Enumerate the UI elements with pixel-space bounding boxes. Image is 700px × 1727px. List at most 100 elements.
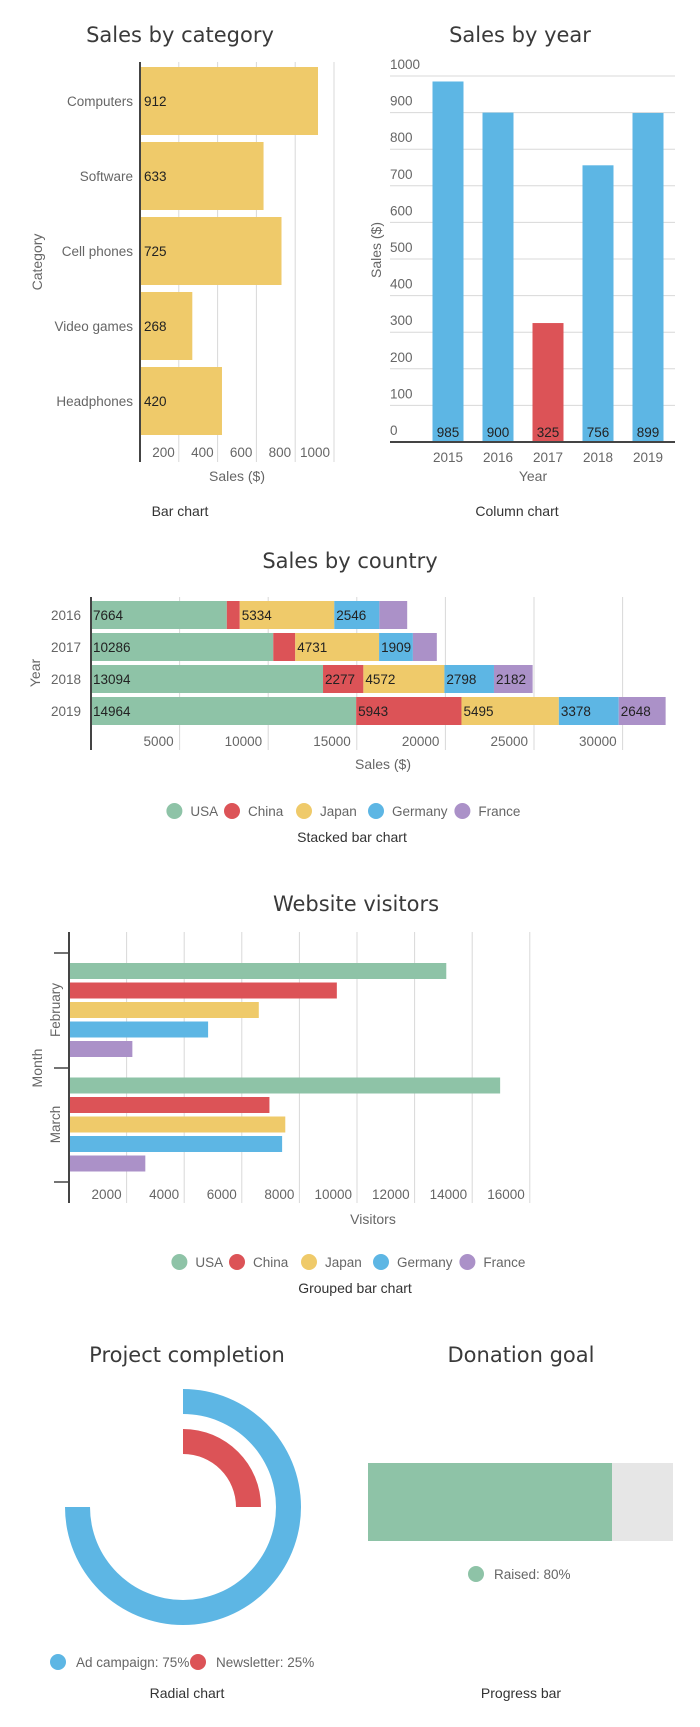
bar-japan: [69, 1002, 259, 1018]
data-label: 2546: [336, 608, 366, 623]
bar-china: [69, 982, 337, 999]
bar: [140, 367, 222, 435]
legend-item: Germany: [368, 803, 448, 819]
y-tick-label: 600: [390, 203, 413, 218]
data-label: 985: [437, 425, 460, 440]
data-label: 2648: [621, 704, 651, 719]
legend-label: USA: [195, 1255, 223, 1270]
y-axis-label: Month: [29, 1049, 45, 1088]
segment-japan: [461, 697, 559, 725]
stacked-bar-chart: Sales by country 5000 10000 15000 20000 25000…: [27, 549, 666, 845]
y-tick-label: 200: [390, 350, 413, 365]
category-label: Headphones: [56, 394, 133, 409]
segment-germany: [444, 665, 494, 693]
x-tick-label: 2000: [92, 1187, 122, 1202]
data-label: 2798: [446, 672, 476, 687]
x-tick-label: 15000: [313, 734, 351, 749]
legend-item: China: [229, 1254, 289, 1270]
bar-germany: [69, 1021, 209, 1038]
legend-item: France: [454, 803, 520, 819]
legend-label: USA: [190, 804, 218, 819]
column: [632, 112, 664, 442]
legend-swatch-icon: [224, 803, 240, 819]
legend-swatch-icon: [50, 1654, 66, 1670]
legend-swatch-icon: [166, 803, 183, 819]
x-axis-label: Sales ($): [209, 468, 265, 484]
data-label: 5334: [242, 608, 273, 623]
legend-label: France: [483, 1255, 525, 1270]
category-label: 2017: [51, 640, 81, 655]
x-tick-label: 2016: [483, 450, 513, 465]
column-chart: Sales by year 0 100 200 300 400 500 600 700 800 90…: [368, 23, 675, 519]
data-label: 1909: [381, 640, 411, 655]
segment-germany: [379, 633, 413, 661]
segment-germany: [334, 601, 380, 629]
x-tick-label: 800: [269, 445, 292, 460]
legend-item: Raised: 80%: [468, 1566, 571, 1582]
chart-title: Sales by country: [262, 549, 437, 573]
x-tick-label: 600: [230, 445, 253, 460]
legend-item: France: [459, 1254, 525, 1270]
legend-swatch-icon: [229, 1254, 245, 1270]
bar: [140, 142, 264, 210]
progress-bar-chart: Donation goal Raised: 80% Progress bar: [368, 1343, 673, 1701]
data-label: 420: [144, 394, 167, 409]
data-label: 2182: [496, 672, 526, 687]
legend-label: Raised: 80%: [494, 1567, 571, 1582]
segment-france: [412, 633, 437, 661]
category-label: Video games: [54, 319, 133, 334]
bar-chart: Sales by category 200 400 600 800 1000 Compute…: [29, 23, 335, 519]
segment-china: [226, 601, 240, 629]
bar-china: [69, 1097, 270, 1113]
chart-caption: Bar chart: [152, 503, 209, 519]
data-label: 899: [637, 425, 660, 440]
y-axis-label: Category: [29, 234, 45, 291]
data-label: 4572: [365, 672, 395, 687]
legend-swatch-icon: [454, 803, 471, 819]
data-label: 633: [144, 169, 167, 184]
chart-title: Donation goal: [448, 1343, 595, 1367]
segment-japan: [295, 633, 380, 661]
segment-usa: [91, 633, 274, 661]
x-tick-label: 20000: [402, 734, 440, 749]
segment-usa: [91, 697, 357, 725]
legend-item: Germany: [373, 1254, 453, 1270]
legend-item: Japan: [296, 803, 357, 819]
category-label: 2016: [51, 608, 81, 623]
x-tick-label: 12000: [372, 1187, 410, 1202]
data-label: 5495: [463, 704, 493, 719]
data-label: 10286: [93, 640, 131, 655]
segment-japan: [363, 665, 445, 693]
data-label: 268: [144, 319, 167, 334]
legend-label: China: [253, 1255, 289, 1270]
x-tick-label: 2015: [433, 450, 463, 465]
chart-title: Sales by year: [449, 23, 591, 47]
segment-china: [356, 697, 462, 725]
x-tick-label: 1000: [300, 445, 330, 460]
y-axis-label: Sales ($): [368, 222, 384, 278]
x-tick-label: 6000: [207, 1187, 237, 1202]
data-label: 325: [537, 425, 560, 440]
legend-label: Germany: [392, 804, 448, 819]
chart-caption: Progress bar: [481, 1685, 561, 1701]
legend-item: China: [224, 803, 284, 819]
y-tick-label: 100: [390, 386, 413, 401]
x-tick-label: 10000: [225, 734, 263, 749]
progress-fill: [368, 1463, 612, 1541]
data-label: 900: [487, 425, 510, 440]
x-tick-label: 200: [152, 445, 175, 460]
bar-japan: [69, 1116, 286, 1133]
x-tick-label: 2017: [533, 450, 563, 465]
y-tick-label: 1000: [390, 57, 420, 72]
legend-swatch-icon: [301, 1254, 317, 1270]
data-label: 756: [587, 425, 610, 440]
radial-arc-newsletter: [183, 1429, 261, 1507]
bar-usa: [69, 963, 447, 979]
x-axis-label: Sales ($): [355, 756, 411, 772]
legend-label: France: [478, 804, 520, 819]
category-label: Cell phones: [62, 244, 134, 259]
grouped-bar-chart: Website visitors 2000 4000 6000 8000 10000 120…: [29, 892, 531, 1296]
segment-japan: [239, 601, 335, 629]
legend-item: USA: [171, 1254, 223, 1270]
legend-item: Newsletter: 25%: [190, 1654, 314, 1670]
